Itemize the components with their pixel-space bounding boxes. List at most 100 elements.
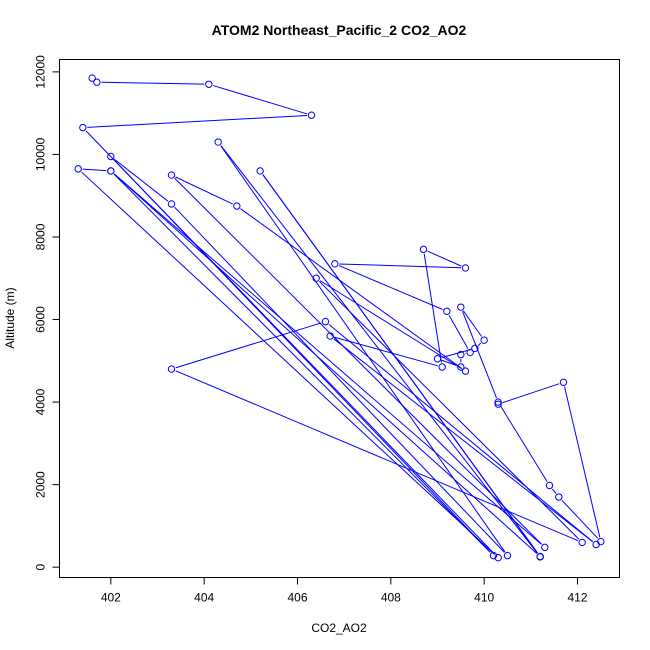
x-tick-label: 408 [381, 591, 401, 605]
data-point [438, 363, 446, 371]
data-point [214, 138, 222, 146]
series-segment [174, 206, 505, 553]
series-segment [441, 349, 471, 359]
y-axis-label: Altitude (m) [3, 287, 17, 348]
x-tick-label: 404 [194, 591, 214, 605]
data-point [233, 202, 241, 210]
data-point [457, 303, 465, 311]
data-point [205, 80, 213, 88]
series-segment [114, 158, 169, 202]
data-point [167, 365, 176, 373]
series-segment [561, 499, 599, 539]
series-segment [87, 114, 308, 128]
series-segment [113, 173, 491, 553]
series-segment [319, 280, 462, 370]
x-axis-label: CO2_AO2 [311, 621, 367, 635]
series-layer [74, 74, 605, 562]
series-segment [441, 359, 457, 366]
series-segment [175, 370, 579, 542]
series-segment [174, 177, 543, 545]
plot-frame [59, 59, 620, 578]
data-point [503, 551, 512, 560]
data-point [545, 481, 554, 490]
series-segment [82, 168, 107, 172]
data-point [461, 367, 470, 375]
data-point [471, 344, 479, 353]
data-point [256, 167, 264, 175]
series-segment [502, 383, 560, 404]
x-tick-label: 412 [567, 591, 587, 605]
data-point [494, 553, 502, 562]
y-axis: 0 2000 4000 6000 8000 10000 12000 [34, 55, 60, 571]
data-point [541, 543, 549, 552]
data-point [312, 274, 320, 282]
data-point [457, 363, 465, 371]
data-point [93, 78, 101, 86]
series-segment [175, 322, 322, 369]
data-point [433, 355, 442, 363]
series-segment [113, 173, 538, 554]
series-segment [328, 324, 594, 543]
data-point [489, 551, 498, 560]
series-segment [339, 263, 462, 269]
series-segment [113, 159, 491, 553]
series-segment [427, 250, 462, 267]
y-tick-label: 8000 [34, 223, 48, 250]
data-point [307, 111, 316, 119]
data-point [167, 171, 176, 179]
data-point [74, 165, 82, 173]
series-segment [113, 173, 542, 545]
x-tick-label: 402 [101, 591, 121, 605]
series-segment [101, 81, 205, 85]
series-segment [81, 171, 496, 555]
x-tick-label: 410 [474, 591, 494, 605]
data-point [461, 264, 470, 272]
y-tick-label: 6000 [34, 306, 48, 333]
series-segment [448, 314, 469, 349]
data-point [457, 350, 465, 359]
series-segment [463, 310, 482, 337]
series-segment [175, 176, 233, 205]
series-segment [240, 208, 463, 369]
data-point [578, 538, 586, 547]
chart-title: ATOM2 Northeast_Pacific_2 CO2_AO2 [212, 22, 467, 38]
data-point [494, 398, 502, 406]
data-point [326, 332, 334, 340]
series-segment [564, 386, 601, 538]
data-point [559, 378, 568, 386]
y-tick-label: 12000 [34, 55, 48, 89]
series-segment [212, 85, 308, 115]
data-point [494, 400, 502, 408]
series-segment [500, 405, 548, 482]
series-segment [319, 281, 580, 540]
data-point [419, 245, 428, 254]
data-point [107, 167, 115, 175]
data-point [466, 348, 474, 357]
series-segment [462, 311, 497, 399]
series-segment [262, 174, 538, 554]
data-point [167, 200, 176, 208]
series-segment [551, 488, 557, 494]
series-segment [477, 342, 482, 346]
data-point [443, 307, 451, 315]
y-tick-label: 2000 [34, 471, 48, 498]
data-point [107, 152, 115, 161]
x-axis: 402 404 406 408 410 412 [101, 577, 588, 605]
series-segment [220, 145, 506, 553]
data-point [592, 540, 600, 549]
series-segment [423, 253, 442, 363]
data-point [79, 123, 87, 132]
series-segment [338, 265, 443, 310]
data-point [321, 317, 330, 326]
y-tick-label: 10000 [34, 137, 48, 171]
data-point [331, 260, 339, 268]
data-point [597, 537, 605, 546]
data-point [480, 336, 488, 344]
data-point [536, 552, 544, 561]
y-tick-label: 4000 [34, 388, 48, 415]
series-segment [334, 336, 438, 367]
data-point [555, 493, 563, 501]
x-tick-label: 406 [287, 591, 307, 605]
series-segment [333, 338, 593, 543]
